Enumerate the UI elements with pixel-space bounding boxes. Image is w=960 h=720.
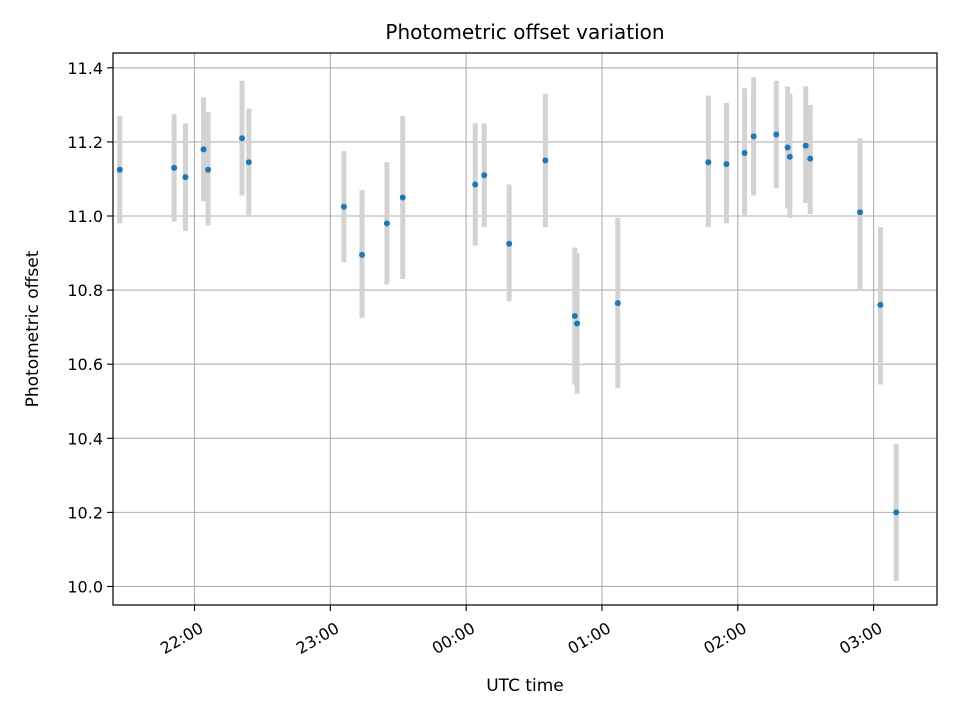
data-point xyxy=(807,155,814,162)
data-point xyxy=(571,313,578,320)
y-tick-label: 10.6 xyxy=(67,355,103,374)
y-tick-label: 10.4 xyxy=(67,429,103,448)
data-point xyxy=(750,133,757,140)
y-tick-label: 11.0 xyxy=(67,207,103,226)
data-point xyxy=(614,300,621,307)
y-axis-label: Photometric offset xyxy=(23,250,43,407)
data-point xyxy=(893,509,900,516)
data-point xyxy=(359,251,366,258)
data-point xyxy=(399,194,406,201)
data-point xyxy=(786,153,793,160)
data-point xyxy=(200,146,207,153)
data-point xyxy=(245,159,252,166)
chart-title: Photometric offset variation xyxy=(385,20,664,44)
data-point xyxy=(182,174,189,181)
data-point xyxy=(877,301,884,308)
data-point xyxy=(383,220,390,227)
data-point xyxy=(784,144,791,151)
data-point xyxy=(773,131,780,138)
data-point xyxy=(116,166,123,173)
data-point xyxy=(340,203,347,210)
y-tick-label: 11.4 xyxy=(67,59,103,78)
y-tick-label: 10.8 xyxy=(67,281,103,300)
x-axis-label: UTC time xyxy=(486,676,564,696)
data-point xyxy=(506,240,513,247)
data-point xyxy=(205,166,212,173)
data-point xyxy=(472,181,479,188)
data-point xyxy=(857,209,864,216)
data-points xyxy=(116,131,900,516)
data-point xyxy=(171,164,178,171)
data-point xyxy=(239,135,246,142)
plot-frame xyxy=(112,52,938,606)
data-point xyxy=(481,172,488,179)
data-point xyxy=(542,157,549,164)
data-point xyxy=(705,159,712,166)
y-tick-label: 11.2 xyxy=(67,133,103,152)
data-point xyxy=(574,320,581,327)
y-tick-label: 10.0 xyxy=(67,577,103,596)
y-tick-label: 10.2 xyxy=(67,503,103,522)
data-point xyxy=(723,161,730,168)
data-point xyxy=(802,142,809,149)
data-point xyxy=(741,150,748,157)
